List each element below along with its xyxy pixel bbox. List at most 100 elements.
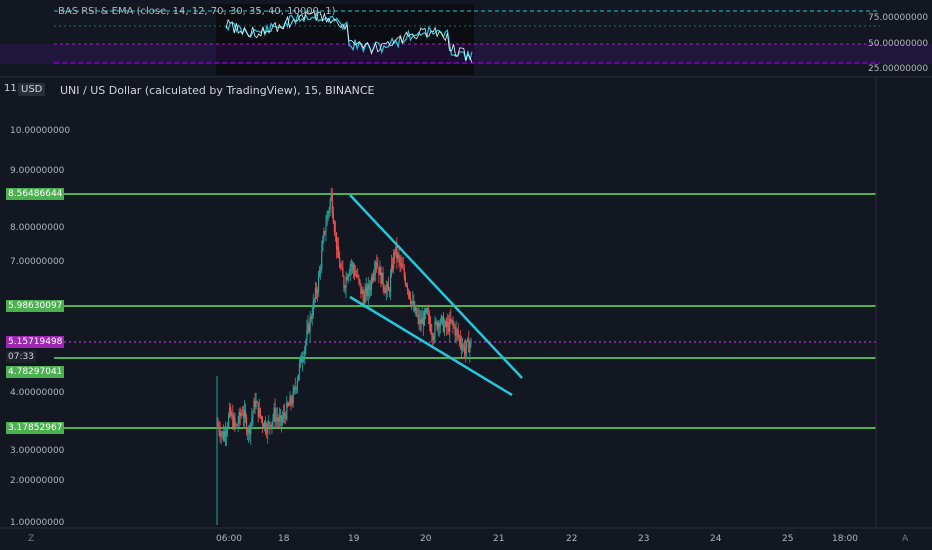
candle-body	[331, 193, 333, 214]
auto-scale-icon[interactable]: A	[902, 534, 909, 544]
time-axis-label: 23	[638, 534, 650, 544]
candle-body	[258, 408, 260, 417]
candle-body	[299, 356, 302, 364]
candle-body	[316, 291, 319, 293]
candle-body	[232, 414, 234, 428]
candle-body	[319, 269, 321, 277]
candle-body	[439, 322, 441, 327]
candle-body	[278, 417, 280, 422]
time-axis-label: 18	[278, 534, 290, 544]
candle-body	[247, 431, 249, 433]
candle-body	[310, 317, 312, 320]
candle-body	[281, 418, 284, 422]
candle-body	[365, 286, 367, 292]
candle-body	[273, 408, 275, 418]
time-axis-label: 24	[710, 534, 722, 544]
candle-body	[395, 246, 397, 254]
level-tag-low: 3.17852967	[6, 422, 65, 434]
candle-body	[424, 310, 427, 313]
candle-body	[252, 412, 254, 418]
candle-body	[275, 417, 277, 422]
time-axis-label: 21	[493, 534, 505, 544]
candle-body	[312, 301, 314, 316]
candle-body	[243, 410, 246, 418]
time-axis-label: 19	[348, 534, 360, 544]
wedge-lower-trendline[interactable]	[349, 295, 513, 397]
candle-body	[233, 417, 235, 428]
candle-body	[285, 415, 287, 420]
candle-body	[339, 258, 341, 268]
candle-body	[343, 276, 345, 289]
candle-body	[396, 246, 398, 259]
currency-badge[interactable]: USD	[18, 83, 46, 96]
zoom-corner-icon[interactable]: Z	[28, 534, 35, 544]
time-axis-label: 18:00	[832, 534, 858, 544]
candle-body	[240, 413, 242, 417]
candle-body	[433, 335, 435, 340]
candle-body	[382, 272, 384, 287]
time-axis-label: 20	[420, 534, 432, 544]
candle-body	[457, 331, 459, 337]
candle-body	[325, 225, 327, 233]
candle-body	[270, 425, 272, 428]
candle-body	[220, 433, 222, 437]
candle-body	[265, 421, 267, 431]
wedge-upper-trendline[interactable]	[349, 194, 523, 379]
candle-body	[315, 288, 318, 293]
candle-body	[328, 209, 330, 213]
candle-body	[425, 308, 428, 313]
candle-body	[231, 414, 233, 417]
candle-body	[259, 408, 261, 417]
indicator-title: BAS RSI & EMA (close, 14, 12, 70, 30, 35…	[58, 6, 336, 17]
current-price-tag: 5.15719498	[6, 336, 65, 348]
candle-body	[429, 315, 431, 325]
candle-body	[428, 313, 430, 316]
candle-body	[438, 323, 440, 327]
candle-body	[388, 290, 391, 292]
candle-body	[230, 407, 232, 417]
candle-body	[466, 340, 468, 349]
candle-body	[256, 402, 258, 404]
candle-body	[460, 344, 463, 350]
candle-body	[448, 322, 450, 332]
rsi-lines	[225, 10, 473, 63]
candle-body	[340, 267, 342, 269]
candle-body	[221, 431, 223, 434]
candle-body	[421, 317, 423, 324]
candle-body	[269, 422, 271, 426]
candle-body	[345, 276, 347, 288]
candle-body	[242, 414, 244, 418]
candle-body	[346, 276, 348, 281]
candle-body	[329, 200, 331, 210]
symbol-header: UNI / US Dollar (calculated by TradingVi…	[60, 84, 375, 97]
candle-body	[392, 264, 394, 270]
candle-body	[249, 428, 251, 435]
candle-body	[284, 412, 286, 416]
candle-body	[287, 402, 289, 406]
candle-body	[381, 272, 383, 285]
level-tag-top: 8.56486644	[6, 188, 65, 200]
candle-body	[418, 314, 420, 324]
candle-body	[279, 415, 282, 418]
price-axis-label: 3.00000000	[10, 446, 65, 456]
candle-body	[268, 422, 270, 424]
candle-body	[250, 422, 252, 435]
candle-body	[342, 267, 344, 277]
candle-body	[462, 345, 465, 347]
candle-body	[227, 415, 230, 427]
candle-body	[360, 282, 362, 294]
candle-body	[263, 421, 266, 428]
candle-body	[451, 319, 453, 322]
candle-body	[431, 332, 433, 335]
candle-body	[453, 324, 455, 327]
candle-body	[236, 425, 238, 427]
candle-body	[386, 284, 388, 289]
candle-body	[266, 430, 268, 434]
candle-body	[317, 276, 320, 292]
candle-body	[470, 338, 472, 345]
candle-body	[336, 246, 339, 250]
candle-body	[455, 329, 457, 336]
candle-body	[226, 426, 229, 432]
time-axis-label: 06:00	[216, 534, 242, 544]
